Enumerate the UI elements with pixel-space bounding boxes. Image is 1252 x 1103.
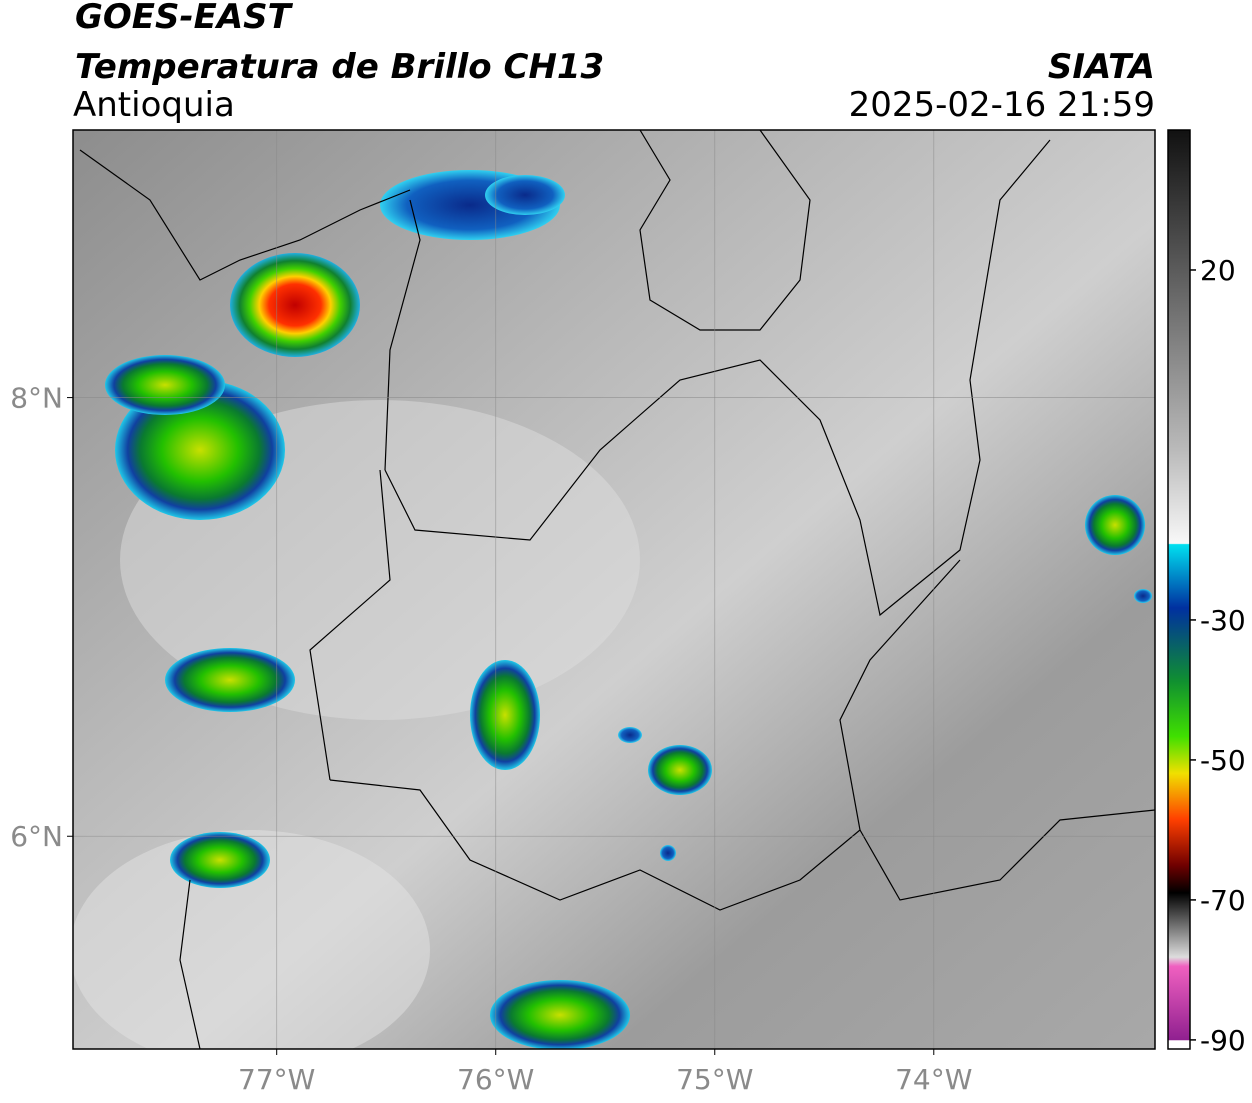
y-tick-label: 8°N — [10, 382, 63, 415]
x-tick-label: 75°W — [676, 1063, 753, 1096]
colorbar-tick-label: -90 — [1200, 1024, 1246, 1057]
colorbar-tick-label: -70 — [1200, 884, 1246, 917]
region: Antioquia — [73, 85, 235, 125]
datetime: 2025-02-16 21:59 — [849, 85, 1155, 125]
colorbar-tick-label: 20 — [1200, 254, 1236, 287]
satellite-image — [73, 130, 1155, 1049]
source: SIATA — [1048, 47, 1155, 87]
y-tick-label: 6°N — [10, 820, 63, 853]
subtitle: Temperatura de Brillo CH13 — [75, 47, 604, 87]
colorbar — [1167, 129, 1191, 1050]
colorbar-tick-label: -50 — [1200, 744, 1246, 777]
x-tick-label: 77°W — [238, 1063, 315, 1096]
x-tick-label: 74°W — [895, 1063, 972, 1096]
colorbar-tick-label: -30 — [1200, 604, 1246, 637]
x-tick-label: 76°W — [457, 1063, 534, 1096]
title: GOES-EAST — [75, 0, 294, 37]
map-frame — [72, 129, 1156, 1050]
